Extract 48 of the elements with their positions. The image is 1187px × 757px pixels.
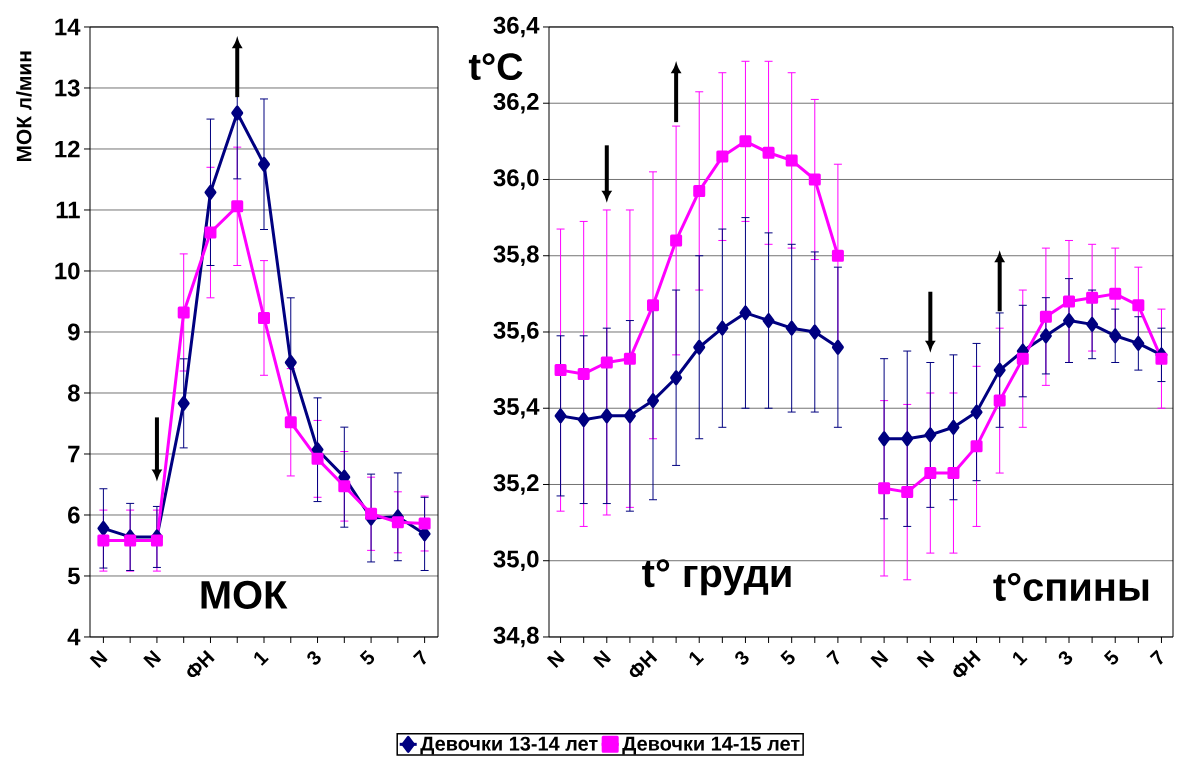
x-tick-label: 7 <box>412 649 427 665</box>
x-tick-label: 3 <box>307 651 321 665</box>
y-axis-title: t°C <box>468 53 523 81</box>
legend-label: Девочки 13-14 лет <box>420 736 598 755</box>
x-tick-label: 3 <box>1058 651 1073 665</box>
x-tick-label: N <box>916 650 935 669</box>
x-tick-label: 7 <box>826 649 840 665</box>
y-tick-label: 12 <box>55 140 80 158</box>
y-tick-label: 35,4 <box>493 398 540 419</box>
x-tick-label: 1 <box>689 651 705 666</box>
legend-label: Девочки 14-15 лет <box>622 736 800 755</box>
x-tick-label: 3 <box>735 651 749 665</box>
x-tick-label: 5 <box>780 650 795 665</box>
y-tick-label: 35,8 <box>493 245 539 266</box>
x-tick-label: 1 <box>1012 651 1028 666</box>
x-tick-label: N <box>143 650 162 669</box>
y-tick-label: 35,6 <box>493 321 539 343</box>
x-tick-label: 5 <box>359 650 375 665</box>
x-tick-label: N <box>593 650 612 669</box>
x-tick-label: 1 <box>254 651 269 666</box>
y-axis-title: МОК л/мин <box>16 51 32 162</box>
x-tick-label: ФН <box>629 650 658 678</box>
y-tick-label: 35,0 <box>493 550 539 571</box>
y-tick-label: 8 <box>67 384 80 402</box>
annotation: МОК <box>201 580 288 609</box>
x-tick-label: N <box>89 650 108 669</box>
x-tick-label: N <box>546 650 565 669</box>
annotation: t° груди <box>642 559 791 596</box>
x-tick-label: N <box>870 650 889 669</box>
y-tick-label: 4 <box>67 628 81 646</box>
y-tick-label: 35,2 <box>493 474 539 495</box>
x-tick-label: ФН <box>187 650 215 678</box>
x-tick-label: ФН <box>953 650 981 678</box>
y-tick-label: 9 <box>68 323 80 341</box>
y-tick-label: 11 <box>56 201 80 219</box>
y-tick-label: 36,2 <box>493 93 539 114</box>
x-tick-label: 5 <box>1103 650 1119 665</box>
x-tick-label: 7 <box>1149 649 1163 665</box>
y-tick-label: 10 <box>55 262 80 280</box>
y-tick-label: 36,0 <box>493 169 539 190</box>
y-tick-label: 34,8 <box>493 626 539 648</box>
annotation: t°спины <box>993 572 1149 602</box>
y-tick-label: 5 <box>67 567 80 585</box>
y-tick-label: 6 <box>68 506 80 524</box>
y-tick-label: 14 <box>55 18 81 36</box>
y-tick-label: 7 <box>68 445 80 463</box>
y-tick-label: 36,4 <box>493 16 540 38</box>
y-tick-label: 13 <box>55 79 80 97</box>
